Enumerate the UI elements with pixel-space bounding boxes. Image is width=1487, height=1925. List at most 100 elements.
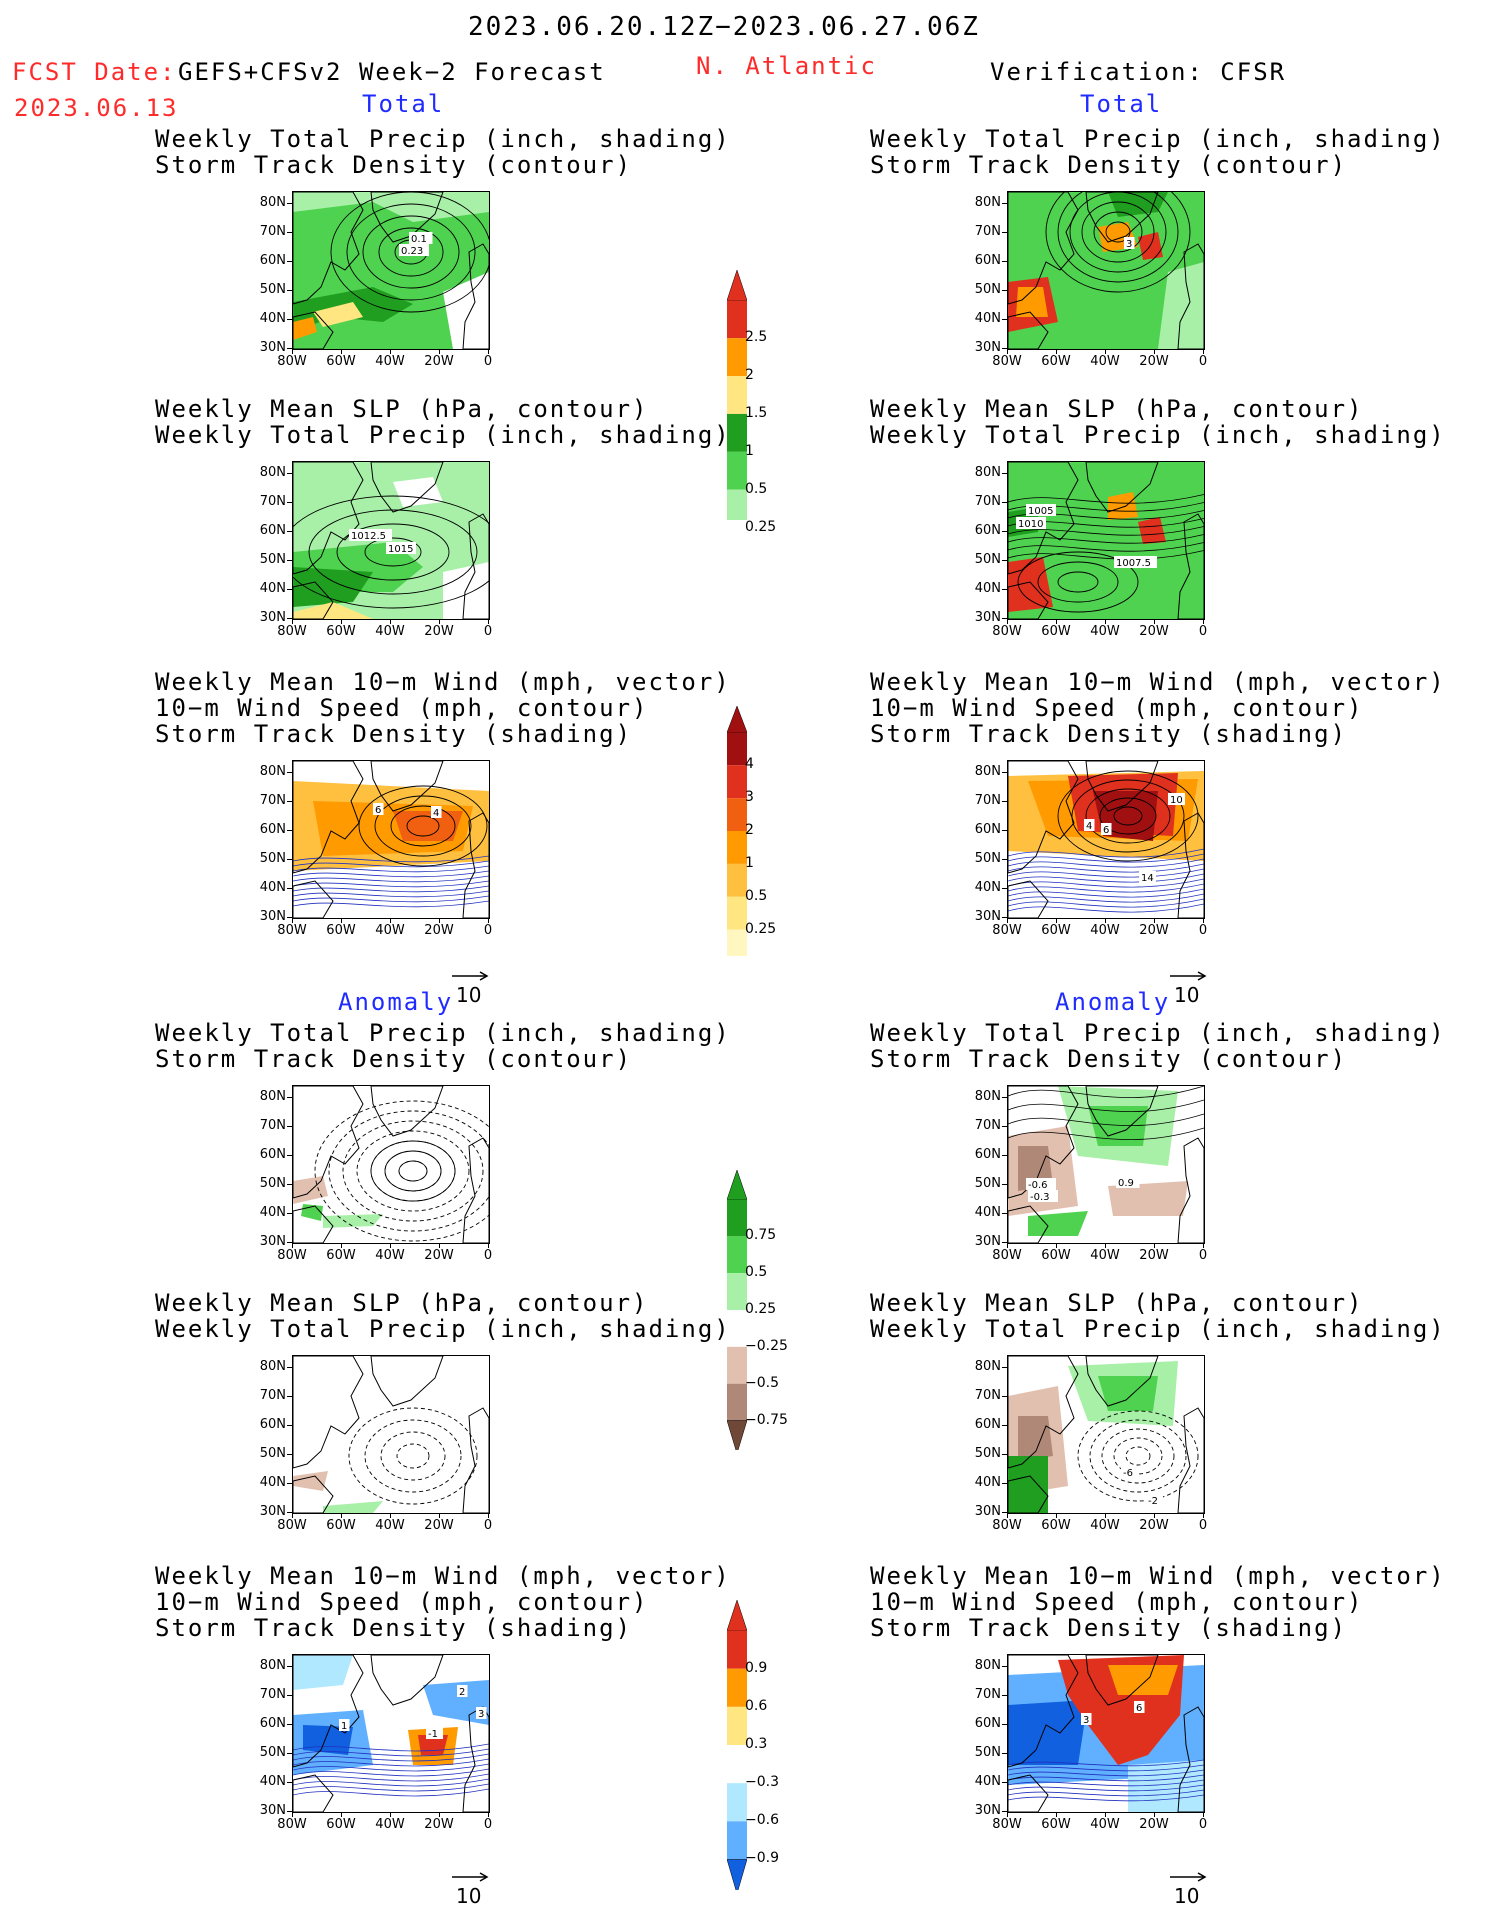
vector-arrow-icon [1170, 1872, 1207, 1882]
lon-tick [292, 918, 293, 923]
contour-label: 0.9 [1118, 1178, 1134, 1189]
colorbar-label: −0.9 [745, 1850, 779, 1867]
title-line: Weekly Total Precip (inch, shading) [870, 1019, 1446, 1047]
lat-tick [1002, 1242, 1007, 1243]
title-line: Weekly Mean SLP (hPa, contour) [155, 395, 649, 423]
lon-tick [439, 1513, 440, 1518]
vector-ref-right-2: 10 [1168, 1864, 1208, 1908]
lon-label: 0 [1198, 1817, 1208, 1832]
lon-label: 80W [992, 923, 1022, 938]
colorbar-label: −0.25 [745, 1337, 788, 1354]
lat-label: 50N [259, 552, 286, 567]
lat-label: 70N [974, 793, 1001, 808]
title-line: Weekly Mean 10−m Wind (mph, vector) [155, 668, 731, 696]
lat-label: 40N [259, 1205, 286, 1220]
lat-label: 30N [259, 610, 286, 625]
lat-label: 30N [974, 1234, 1001, 1249]
lon-tick [1105, 1243, 1106, 1248]
colorbar-label: 1 [745, 442, 754, 459]
vector-arrow-icon [1170, 971, 1207, 981]
lon-tick [292, 1513, 293, 1518]
lat-tick [1002, 1367, 1007, 1368]
lon-label: 20W [1139, 923, 1169, 938]
lat-label: 50N [259, 282, 286, 297]
lon-tick [1105, 918, 1106, 923]
lat-label: 40N [974, 880, 1001, 895]
lon-label: 0 [1198, 923, 1208, 938]
lon-label: 80W [277, 1248, 307, 1263]
colorbar-label: −0.75 [745, 1411, 788, 1428]
lon-tick [1154, 918, 1155, 923]
lat-tick [1002, 1724, 1007, 1725]
p-r1-title: Weekly Total Precip (inch, shading) Storm… [870, 126, 1444, 178]
lat-tick [1002, 1695, 1007, 1696]
title-line: 10−m Wind Speed (mph, contour) [870, 1588, 1364, 1616]
lon-tick [390, 619, 391, 624]
lon-tick [390, 1812, 391, 1817]
colorbar-label: 0.5 [745, 887, 768, 904]
lon-label: 40W [1090, 1248, 1120, 1263]
lat-label: 80N [259, 1359, 286, 1374]
contour-label: 1005 [1028, 506, 1053, 517]
map-plot [293, 1086, 489, 1243]
lat-label: 50N [974, 851, 1001, 866]
lat-label: 40N [974, 581, 1001, 596]
lat-tick [1002, 531, 1007, 532]
p-r2-map: 1005 1010 1007.5 [1007, 461, 1205, 620]
contour-label: 0.23 [401, 246, 423, 257]
lat-tick [287, 1126, 292, 1127]
lon-label: 0 [483, 354, 493, 369]
lon-tick [1105, 619, 1106, 624]
lon-tick [1203, 1513, 1204, 1518]
lon-label: 60W [1041, 354, 1071, 369]
fcst-date: 2023.06.13 [14, 94, 179, 122]
p-r1-map: 3 [1007, 191, 1205, 350]
lat-label: 70N [259, 494, 286, 509]
lon-label: 60W [1041, 1248, 1071, 1263]
lat-tick [1002, 319, 1007, 320]
lat-label: 40N [259, 880, 286, 895]
contour-label: 1007.5 [1116, 558, 1151, 569]
lat-label: 40N [974, 1205, 1001, 1220]
colorbar-label: 1 [745, 854, 754, 871]
lat-label: 60N [974, 1147, 1001, 1162]
total-label-left: Total [362, 90, 445, 118]
title-line: Weekly Mean 10−m Wind (mph, vector) [870, 1562, 1446, 1590]
lat-label: 30N [259, 1504, 286, 1519]
lon-tick [439, 1812, 440, 1817]
lat-label: 50N [974, 1176, 1001, 1191]
lat-label: 80N [974, 1089, 1001, 1104]
lat-tick [1002, 1811, 1007, 1812]
lon-label: 80W [992, 624, 1022, 639]
lat-label: 70N [974, 1388, 1001, 1403]
lon-tick [488, 619, 489, 624]
colorbar-label: 0.75 [745, 1227, 777, 1244]
lat-tick [287, 1512, 292, 1513]
colorbar-label: 0.25 [745, 920, 777, 937]
contour-label: 3 [1126, 239, 1132, 250]
lon-label: 80W [277, 1817, 307, 1832]
title-line: 10−m Wind Speed (mph, contour) [155, 694, 649, 722]
contour-label: 1015 [388, 544, 413, 555]
lat-tick [287, 319, 292, 320]
lat-tick [287, 1483, 292, 1484]
lat-label: 30N [974, 1803, 1001, 1818]
lon-tick [341, 1812, 342, 1817]
lon-label: 40W [1090, 1817, 1120, 1832]
title-line: Storm Track Density (shading) [155, 1614, 633, 1642]
lon-label: 0 [483, 624, 493, 639]
lon-tick [1105, 1513, 1106, 1518]
vector-arrow-icon [452, 971, 489, 981]
lat-label: 50N [259, 1745, 286, 1760]
title-line: Weekly Total Precip (inch, shading) [155, 1315, 731, 1343]
lon-tick [1007, 619, 1008, 624]
lat-tick [1002, 1753, 1007, 1754]
p-r6-title: Weekly Mean 10−m Wind (mph, vector) 10−m … [870, 1562, 1446, 1641]
date-range-title: 2023.06.20.12Z−2023.06.27.06Z [468, 12, 980, 42]
lat-tick [1002, 589, 1007, 590]
lon-label: 0 [483, 1817, 493, 1832]
lat-label: 30N [974, 1504, 1001, 1519]
lat-label: 60N [259, 1147, 286, 1162]
lat-tick [1002, 1782, 1007, 1783]
